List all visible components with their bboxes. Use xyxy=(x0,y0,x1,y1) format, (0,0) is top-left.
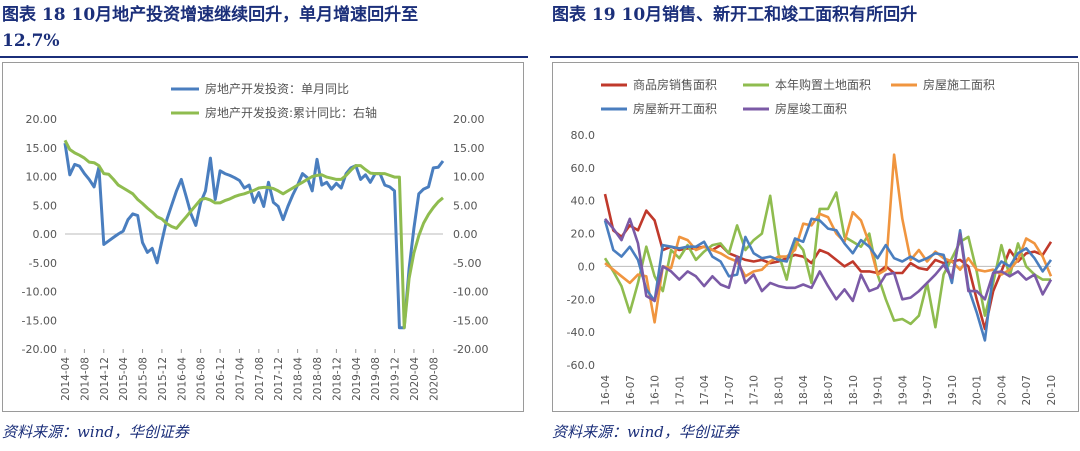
y-tick-label-left: -20.00 xyxy=(22,343,57,356)
x-tick-label: 2018-04 xyxy=(293,357,305,401)
x-tick-label: 2017-12 xyxy=(273,357,285,401)
x-tick-label: 19-01 xyxy=(873,375,885,406)
series-line-cumulative xyxy=(63,139,444,330)
x-tick-label: 2018-12 xyxy=(331,357,343,401)
figure-19-title: 图表 19 10月销售、新开工和竣工面积有所回升 xyxy=(552,2,917,28)
x-tick-label: 20-07 xyxy=(1021,375,1033,406)
x-tick-label: 20-04 xyxy=(996,375,1008,406)
x-tick-label: 18-01 xyxy=(773,375,785,406)
legend-label: 房屋竣工面积 xyxy=(775,101,847,116)
figure-18-title-line1: 图表 18 10月地产投资增速继续回升，单月增速回升至 xyxy=(2,5,419,25)
y-tick-label-right: 15.00 xyxy=(453,142,485,155)
series-line-newstart xyxy=(603,217,1053,342)
legend-label: 商品房销售面积 xyxy=(633,77,717,92)
x-tick-label: 2019-04 xyxy=(351,357,363,401)
y-tick-label-right: 20.00 xyxy=(453,113,485,126)
x-tick-label: 2019-12 xyxy=(390,357,402,401)
y-tick-label-left: 10.00 xyxy=(26,171,58,184)
y-tick-label: -20.0 xyxy=(567,293,595,306)
series-line-sales xyxy=(603,193,1053,331)
x-tick-label: 2018-08 xyxy=(312,357,324,401)
figure-19-rule xyxy=(550,56,1078,58)
y-tick-label-right: -20.00 xyxy=(453,343,488,356)
figure-19-title-text: 图表 19 10月销售、新开工和竣工面积有所回升 xyxy=(552,5,918,25)
y-tick-label: 20.0 xyxy=(571,228,596,241)
figure-18-rule xyxy=(0,56,528,58)
area-growth-line-chart: 80.0 60.0 40.0 20.0 0.0 -20.0 -40.0 -60.0 16-04 1… xyxy=(567,77,1058,406)
x-tick-label: 16-04 xyxy=(600,375,612,406)
y-tick-label-left: 20.00 xyxy=(26,113,58,126)
figure-18-source: 资料来源：wind，华创证券 xyxy=(2,423,189,441)
x-tick-label: 17-01 xyxy=(674,375,686,406)
x-tick-label: 18-04 xyxy=(798,375,810,406)
x-tick-label: 16-10 xyxy=(650,375,662,406)
y-tick-label-left: 5.00 xyxy=(33,199,58,212)
x-tick-label: 2014-08 xyxy=(79,357,91,401)
figure-19-panel: 图表 19 10月销售、新开工和竣工面积有所回升 80.0 60.0 40.0 20.… xyxy=(550,0,1080,451)
y-tick-label-left: -15.00 xyxy=(22,314,57,327)
y-tick-label-right: 0.00 xyxy=(453,228,478,241)
x-tick-label: 18-10 xyxy=(848,375,860,406)
y-tick-label: -40.0 xyxy=(567,326,595,339)
y-tick-label-right: -10.00 xyxy=(453,286,488,299)
x-tick-label: 2015-04 xyxy=(118,357,130,401)
y-tick-label: 80.0 xyxy=(571,129,596,142)
series-line-construction xyxy=(604,153,1053,324)
x-tick-label: 17-04 xyxy=(699,375,711,406)
x-tick-label: 19-04 xyxy=(897,375,909,406)
y-tick-label-right: -5.00 xyxy=(453,257,481,270)
x-tick-label: 2015-12 xyxy=(157,357,169,401)
x-tick-label: 2016-04 xyxy=(176,357,188,401)
series-line-land xyxy=(603,191,1051,329)
x-tick-label: 16-07 xyxy=(625,375,637,406)
y-tick-label: 60.0 xyxy=(571,162,596,175)
y-tick-label: 0.0 xyxy=(578,260,596,273)
x-tick-label: 2017-04 xyxy=(234,357,246,401)
x-tick-label: 2016-12 xyxy=(215,357,227,401)
y-tick-label-left: -5.00 xyxy=(29,257,57,270)
x-tick-label: 20-10 xyxy=(1046,375,1058,406)
x-tick-label: 2016-08 xyxy=(196,357,208,401)
investment-line-chart: 20.00 20.00 15.00 15.00 10.00 10.00 5.00 5.00 0.… xyxy=(22,81,489,401)
legend-label: 房地产开发投资:累计同比：右轴 xyxy=(205,105,377,120)
series-line-completion xyxy=(604,217,1053,303)
figure-18-chart-frame: 20.00 20.00 15.00 15.00 10.00 10.00 5.00 5.00 0.… xyxy=(2,62,524,412)
y-tick-label-right: 10.00 xyxy=(453,171,485,184)
y-tick-label: 40.0 xyxy=(571,195,596,208)
figure-19-source: 资料来源：wind，华创证券 xyxy=(552,423,739,441)
y-tick-label-left: 0.00 xyxy=(33,228,58,241)
x-tick-label: 2020-04 xyxy=(409,357,421,401)
figure-19-chart-frame: 80.0 60.0 40.0 20.0 0.0 -20.0 -40.0 -60.0 16-04 1… xyxy=(552,62,1079,412)
legend-label: 房地产开发投资：单月同比 xyxy=(205,81,349,96)
legend-label: 房屋新开工面积 xyxy=(633,101,717,116)
x-tick-label: 2020-08 xyxy=(428,357,440,401)
y-tick-label: -60.0 xyxy=(567,359,595,372)
figure-18-title: 图表 18 10月地产投资增速继续回升，单月增速回升至 12.7% xyxy=(2,2,418,54)
figure-18-title-line2: 12.7% xyxy=(2,31,60,51)
figure-18-panel: 图表 18 10月地产投资增速继续回升，单月增速回升至 12.7% 20.00 2… xyxy=(0,0,530,451)
x-tick-label: 17-10 xyxy=(749,375,761,406)
x-tick-label: 20-01 xyxy=(972,375,984,406)
x-tick-label: 2014-04 xyxy=(60,357,72,401)
y-tick-label-right: 5.00 xyxy=(453,199,478,212)
legend-label: 房屋施工面积 xyxy=(923,77,995,92)
x-tick-label: 2017-08 xyxy=(254,357,266,401)
series-line-monthly xyxy=(63,142,445,330)
legend-label: 本年购置土地面积 xyxy=(775,77,871,92)
x-tick-label: 2015-08 xyxy=(138,357,150,401)
y-tick-label-right: -15.00 xyxy=(453,314,488,327)
y-tick-label-left: 15.00 xyxy=(26,142,58,155)
y-tick-label-left: -10.00 xyxy=(22,286,57,299)
x-tick-label: 2019-08 xyxy=(370,357,382,401)
x-tick-label: 19-07 xyxy=(922,375,934,406)
x-tick-label: 18-07 xyxy=(823,375,835,406)
x-tick-label: 17-07 xyxy=(724,375,736,406)
x-tick-label: 19-10 xyxy=(947,375,959,406)
x-tick-label: 2014-12 xyxy=(99,357,111,401)
